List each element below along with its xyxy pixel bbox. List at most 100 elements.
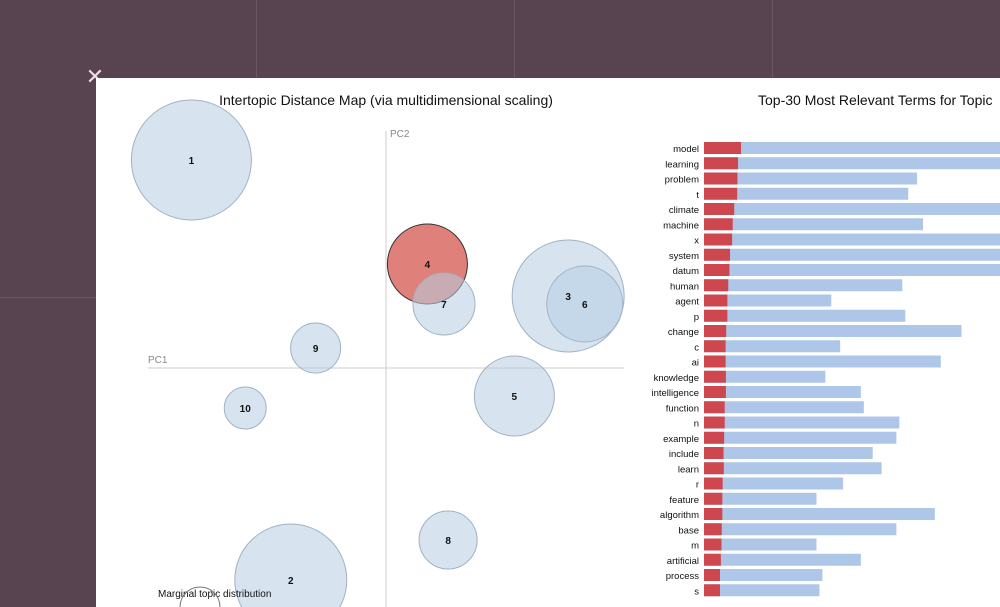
- overall-term-bar[interactable]: [704, 447, 873, 459]
- term-label: r: [696, 480, 699, 491]
- overall-term-bar[interactable]: [704, 294, 832, 307]
- topic-term-bar[interactable]: [704, 157, 739, 170]
- topic-bubble-9[interactable]: [290, 322, 342, 374]
- term-label: feature: [669, 495, 699, 506]
- overall-term-bar[interactable]: [704, 477, 844, 490]
- y-axis-label: PC2: [390, 129, 410, 140]
- topic-term-bar[interactable]: [704, 523, 722, 536]
- overall-term-bar[interactable]: [704, 233, 1000, 246]
- topic-bubble-5[interactable]: [473, 355, 555, 437]
- overall-term-bar[interactable]: [704, 309, 906, 322]
- topic-bubble-1[interactable]: [130, 99, 252, 221]
- term-label: include: [669, 449, 699, 460]
- topic-term-bar[interactable]: [704, 462, 724, 475]
- overall-term-bar[interactable]: [704, 569, 823, 581]
- term-label: learning: [665, 159, 699, 170]
- topic-bubble-label: 5: [512, 392, 518, 403]
- term-label: knowledge: [654, 373, 699, 384]
- topic-term-bar[interactable]: [704, 386, 726, 398]
- term-label: n: [694, 419, 699, 430]
- topic-term-bar[interactable]: [704, 325, 727, 337]
- overall-term-bar[interactable]: [704, 492, 817, 505]
- topic-term-bar[interactable]: [704, 569, 720, 581]
- term-label: climate: [669, 205, 699, 216]
- term-label: change: [668, 327, 699, 338]
- topic-bubble-2[interactable]: [234, 523, 348, 607]
- topic-term-bar[interactable]: [704, 248, 731, 261]
- map-title: Intertopic Distance Map (via multidimens…: [219, 92, 553, 108]
- topic-term-bar[interactable]: [704, 538, 722, 551]
- overall-term-bar[interactable]: [704, 203, 1000, 215]
- overall-term-bar[interactable]: [704, 523, 897, 536]
- term-label: human: [670, 281, 699, 292]
- overall-term-bar[interactable]: [704, 386, 861, 398]
- overall-term-bar[interactable]: [704, 401, 864, 414]
- topic-term-bar[interactable]: [704, 370, 726, 383]
- term-bars: model learning problem t climate machine x syst…: [651, 142, 1000, 597]
- overall-term-bar[interactable]: [704, 340, 841, 353]
- topic-term-bar[interactable]: [704, 203, 735, 215]
- topic-term-bar[interactable]: [704, 431, 725, 444]
- overall-term-bar[interactable]: [704, 218, 924, 231]
- topic-term-bar[interactable]: [704, 172, 738, 185]
- topic-bubble-8[interactable]: [418, 510, 478, 570]
- term-label: learn: [678, 464, 699, 475]
- topic-bubble-label: 3: [565, 292, 571, 303]
- topic-bubble-7[interactable]: [412, 272, 476, 336]
- topic-term-bar[interactable]: [704, 416, 725, 429]
- topic-term-bar[interactable]: [704, 233, 733, 246]
- term-label: s: [694, 586, 699, 597]
- term-label: ai: [692, 358, 699, 369]
- topic-bubble-label: 2: [288, 576, 294, 587]
- overall-term-bar[interactable]: [704, 508, 935, 520]
- overall-term-bar[interactable]: [704, 142, 1000, 154]
- overall-term-bar[interactable]: [704, 157, 1000, 170]
- overall-term-bar[interactable]: [704, 584, 820, 597]
- topic-term-bar[interactable]: [704, 355, 726, 368]
- term-label: p: [694, 312, 699, 323]
- topic-term-bar[interactable]: [704, 264, 730, 276]
- topic-term-bar[interactable]: [704, 477, 723, 490]
- overall-term-bar[interactable]: [704, 187, 909, 200]
- term-label: base: [678, 525, 699, 536]
- term-label: system: [669, 251, 699, 262]
- overall-term-bar[interactable]: [704, 248, 1000, 261]
- topic-bubble-10[interactable]: [223, 386, 267, 430]
- overall-term-bar[interactable]: [704, 264, 1000, 276]
- overall-term-bar[interactable]: [704, 279, 903, 292]
- overall-term-bar[interactable]: [704, 431, 897, 444]
- overall-term-bar[interactable]: [704, 462, 882, 475]
- topic-term-bar[interactable]: [704, 340, 726, 353]
- ldavis-panel: Intertopic Distance Map (via multidimens…: [96, 78, 1000, 607]
- overall-term-bar[interactable]: [704, 538, 817, 551]
- terms-title: Top-30 Most Relevant Terms for Topic: [758, 92, 992, 108]
- topic-term-bar[interactable]: [704, 508, 723, 520]
- term-label: example: [663, 434, 699, 445]
- topic-term-bar[interactable]: [704, 492, 723, 505]
- marginal-size-circle: [179, 586, 221, 607]
- topic-term-bar[interactable]: [704, 142, 741, 154]
- topic-term-bar[interactable]: [704, 279, 729, 292]
- overall-term-bar[interactable]: [704, 325, 962, 337]
- overall-term-bar[interactable]: [704, 370, 826, 383]
- topic-term-bar[interactable]: [704, 294, 728, 307]
- topic-term-bar[interactable]: [704, 309, 728, 322]
- overall-term-bar[interactable]: [704, 416, 900, 429]
- topic-bubble-label: 10: [240, 404, 252, 415]
- topic-term-bar[interactable]: [704, 584, 720, 597]
- term-label: function: [666, 403, 699, 414]
- term-label: artificial: [667, 556, 699, 567]
- topic-term-bar[interactable]: [704, 553, 721, 566]
- overall-term-bar[interactable]: [704, 553, 861, 566]
- topic-term-bar[interactable]: [704, 187, 738, 200]
- topic-term-bar[interactable]: [704, 401, 725, 414]
- term-label: datum: [673, 266, 699, 277]
- overall-term-bar[interactable]: [704, 172, 918, 185]
- topic-bubble-6[interactable]: [546, 265, 624, 343]
- x-axis-label: PC1: [148, 355, 168, 366]
- topic-term-bar[interactable]: [704, 218, 733, 231]
- topic-term-bar[interactable]: [704, 447, 724, 459]
- overall-term-bar[interactable]: [704, 355, 941, 368]
- term-label: x: [694, 236, 699, 247]
- topic-bubble-label: 7: [441, 300, 447, 311]
